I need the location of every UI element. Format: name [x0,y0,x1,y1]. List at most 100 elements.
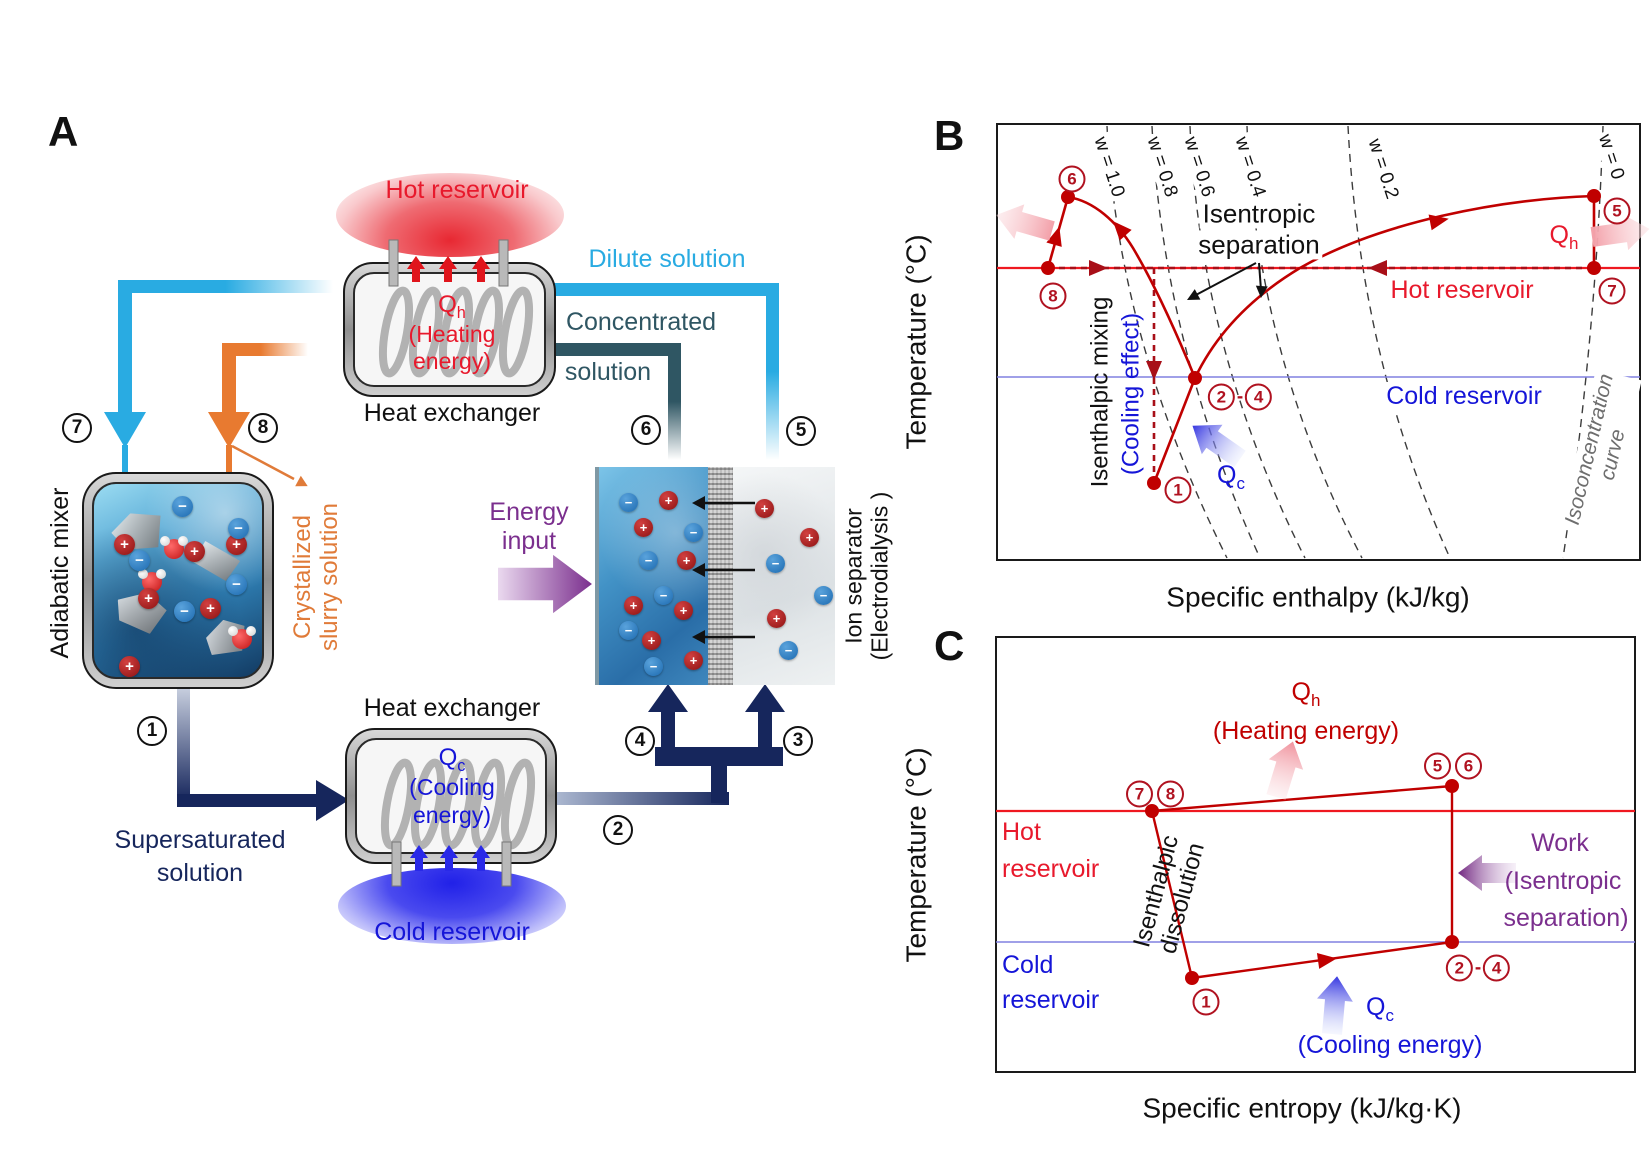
hot-reservoir-dome [336,173,564,257]
minus-ion: − [814,586,833,605]
ion-separator-box: − − − − − − + + + + + + + + + + − − − [599,467,835,685]
qc-caption-1: (Cooling [409,774,495,801]
hot-reservoir-label-b: Hot reservoir [1387,276,1537,304]
plus-ion: + [755,499,774,518]
stream-number-5: 5 [786,416,816,446]
qh-label-c: Qh [1291,677,1321,710]
minus-ion: − [684,523,703,542]
heat-exchanger-hot-label: Heat exchanger [363,399,541,427]
supersaturated-label-2: solution [156,859,244,887]
isenthalpic-mixing-label: Isenthalpic mixing [1086,296,1114,488]
isentropic-separation-label-2: separation [1195,230,1323,260]
pipe-7-dilute-return [104,280,333,473]
isentropic-separation-label-1: Isentropic [1199,199,1319,229]
plus-ion: + [674,601,693,620]
plus-ion: + [634,518,653,537]
cold-reservoir-label: Cold reservoir [374,918,530,946]
cooling-effect-label: (Cooling effect) [1117,312,1145,476]
minus-ion: − [228,518,249,539]
pipe-5-dilute [552,283,779,460]
adiabatic-mixer-box: + + + + + + − − − − − [82,472,274,689]
plus-ion: + [114,534,135,555]
ion-separator-label: Ion separator (Electrodialysis ) [840,491,892,661]
stream-number-7: 7 [62,413,92,443]
panel-b-y-axis-label: Temperature (°C) [900,234,932,450]
plus-ion: + [800,528,819,547]
hot-label-c-2: reservoir [1002,855,1100,883]
point-1-b: 1 [1164,476,1192,504]
water-molecule-icon [228,626,256,649]
plus-ion: + [138,588,159,609]
cold-reservoir-dome [338,868,566,944]
concentrated-label-2: solution [564,358,652,386]
point-8-b: 8 [1039,282,1067,310]
adiabatic-mixer-label: Adiabatic mixer [46,487,74,659]
separator-ions-host: − − − − − − + + + + + + + + + + − − − [599,467,835,685]
panel-c-letter: C [934,622,965,669]
crystallized-slurry-label: Crystallized slurry solution [289,502,343,652]
plus-ion: + [642,631,661,650]
minus-ion: − [654,586,673,605]
minus-ion: − [174,601,195,622]
energy-input-label-1: Energy [489,498,569,526]
plus-ion: + [184,541,205,562]
hot-label-c-1: Hot [1002,818,1041,846]
qh-caption-2: energy) [413,348,491,375]
qc-caption-2: energy) [413,802,491,829]
hot-reservoir-label: Hot reservoir [385,176,529,204]
qc-label: Qc [438,743,466,775]
minus-ion: − [619,493,638,512]
panel-b-x-axis-label: Specific enthalpy (kJ/kg) [1166,581,1470,613]
points-2-4-c: 2-4 [1445,954,1511,982]
minus-ion: − [644,657,663,676]
qc-label-c: Qc [1366,992,1394,1025]
plus-ion: + [200,598,221,619]
dilute-solution-label: Dilute solution [588,245,746,273]
qh-caption-c: (Heating energy) [1212,717,1400,745]
stream-number-3: 3 [783,726,813,756]
cold-label-c-2: reservoir [1002,986,1100,1014]
heat-exchanger-cold-label: Heat exchanger [363,694,541,722]
stream-number-6: 6 [631,415,661,445]
work-label-3: separation) [1503,904,1629,932]
stream-number-2: 2 [603,815,633,845]
qh-label-b: Qh [1549,220,1579,253]
point-1-c: 1 [1192,988,1220,1016]
supersaturated-label-1: Supersaturated [114,826,286,854]
coil-icon [378,286,534,378]
minus-ion: − [129,550,150,571]
mixer-content: + + + + + + − − − − − [92,482,264,679]
point-5-b: 5 [1603,197,1631,225]
point-6-b: 6 [1058,165,1086,193]
qc-label-b: Qc [1217,460,1245,493]
minus-ion: − [779,641,798,660]
pipe-6-concentrated [552,343,681,460]
energy-input-label-2: input [501,527,557,555]
cold-reservoir-label-b: Cold reservoir [1383,382,1545,410]
qh-label: Qh [438,290,466,322]
minus-ion: − [766,554,785,573]
water-molecule-icon [160,536,188,559]
stream-number-1: 1 [137,716,167,746]
point-7-b: 7 [1598,277,1626,305]
work-label-2: (Isentropic [1504,867,1622,895]
minus-ion: − [226,574,247,595]
plus-ion: + [119,656,140,677]
pipe-2-to-separator [553,684,785,805]
heat-exchanger-hot-box [343,262,556,397]
minus-ion: − [172,496,193,517]
panel-c-x-axis-label: Specific entropy (kJ/kg·K) [1142,1092,1462,1124]
pipe-1-supersaturated [177,685,349,821]
qc-caption-c: (Cooling energy) [1297,1031,1483,1059]
plus-ion: + [624,596,643,615]
minus-ion: − [619,621,638,640]
points-2-4-b: 2-4 [1207,383,1273,411]
plus-ion: + [767,609,786,628]
minus-ion: − [639,551,658,570]
water-molecule-icon [138,569,166,592]
work-label-1: Work [1531,829,1589,857]
stream-number-4: 4 [625,726,655,756]
